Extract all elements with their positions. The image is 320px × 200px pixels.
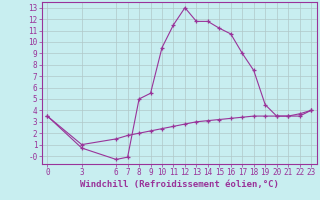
X-axis label: Windchill (Refroidissement éolien,°C): Windchill (Refroidissement éolien,°C) xyxy=(80,180,279,189)
